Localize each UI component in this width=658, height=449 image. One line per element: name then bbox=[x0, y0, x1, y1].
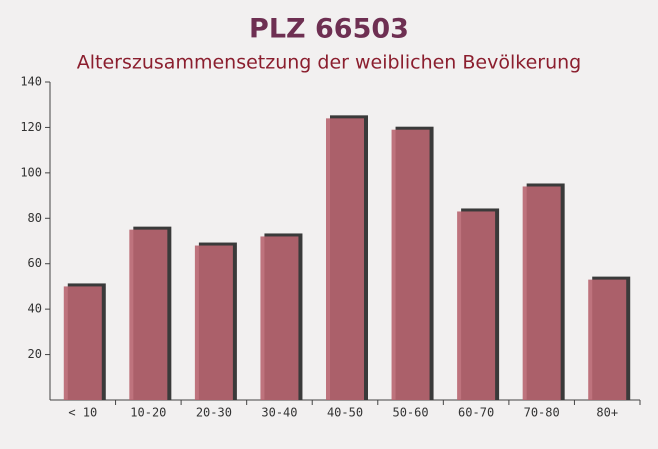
bar bbox=[457, 211, 496, 400]
x-tick-label: 60-70 bbox=[458, 406, 494, 420]
y-tick-label: 60 bbox=[28, 256, 42, 270]
x-tick-label: 30-40 bbox=[261, 406, 297, 420]
x-tick-label: 80+ bbox=[596, 406, 618, 420]
y-tick-label: 120 bbox=[20, 120, 42, 134]
bar bbox=[129, 229, 168, 400]
x-tick-label: 20-30 bbox=[196, 406, 232, 420]
bar bbox=[522, 186, 561, 400]
y-tick-label: 140 bbox=[20, 75, 42, 89]
bar bbox=[326, 118, 364, 400]
x-tick-label: 50-60 bbox=[392, 406, 428, 420]
bar bbox=[391, 129, 430, 400]
bar bbox=[63, 286, 102, 400]
x-tick-label: 40-50 bbox=[327, 406, 363, 420]
y-tick-label: 80 bbox=[28, 211, 42, 225]
x-tick-label: 70-80 bbox=[524, 406, 560, 420]
chart-title: PLZ 66503 bbox=[249, 14, 409, 45]
chart-subtitle: Alterszusammensetzung der weiblichen Bev… bbox=[77, 52, 581, 74]
y-tick-label: 100 bbox=[20, 165, 42, 179]
y-tick-label: 20 bbox=[28, 347, 42, 361]
bar bbox=[194, 245, 233, 400]
x-tick-label: < 10 bbox=[68, 406, 97, 420]
bar bbox=[588, 279, 627, 400]
x-tick-label: 10-20 bbox=[130, 406, 166, 420]
y-tick-label: 40 bbox=[28, 302, 42, 316]
bar bbox=[260, 236, 299, 400]
